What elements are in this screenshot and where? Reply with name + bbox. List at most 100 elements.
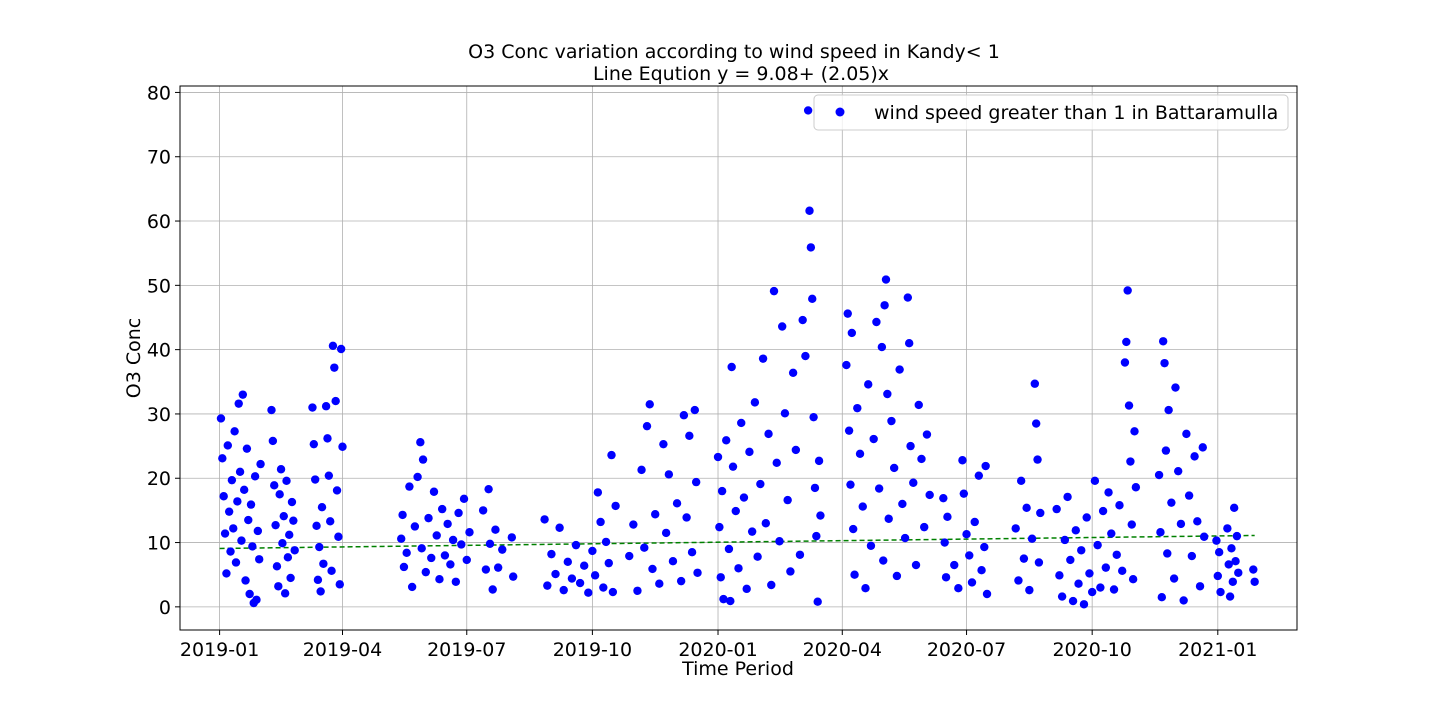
data-point [274,582,283,591]
data-point [801,351,810,361]
data-point [1096,583,1105,592]
data-point [900,533,910,543]
data-point [219,492,228,501]
data-point [861,584,870,593]
data-point [850,570,859,579]
data-point [884,514,893,523]
trend-line-layer [219,534,1255,550]
data-point [849,524,858,534]
data-point [229,524,238,533]
data-point [417,544,426,553]
data-point [484,484,493,494]
data-point [788,368,798,377]
data-point [319,559,328,568]
data-points [216,106,1259,609]
data-point [713,452,723,462]
data-point [498,545,507,554]
x-axis-ticks: 2019-01 2019-04 2019-07 2019-10 2020-01 2020-… [180,630,1257,661]
chart-subtitle: Line Eqution y = 9.08+ (2.05)x [593,63,889,85]
data-point [1019,554,1029,563]
data-point [769,286,779,296]
chart-title: O3 Conc variation according to wind spee… [468,41,1000,63]
data-point [286,573,295,583]
data-point [547,549,556,559]
data-point [398,510,407,520]
y-tick-label: 30 [147,404,171,426]
trend-line [219,534,1255,550]
data-point [448,535,458,545]
data-point [437,504,447,514]
data-point [280,589,290,598]
data-point [285,530,294,540]
data-point [855,449,865,459]
data-point [1127,520,1136,529]
data-point [1171,383,1180,392]
data-point [637,465,646,475]
data-point [864,380,873,389]
data-point [777,322,787,331]
x-tick-label: 2019-07 [427,639,506,661]
data-point [719,594,728,604]
x-tick-label: 2019-04 [303,639,382,661]
data-point [750,398,760,407]
data-point [224,507,234,516]
data-point [334,532,343,541]
data-point [1077,546,1086,555]
data-point [1025,585,1034,595]
data-point [1115,501,1124,510]
data-point [1066,555,1075,565]
data-point [238,390,248,399]
data-point [655,579,664,588]
data-point [853,403,862,413]
data-point [579,561,589,570]
data-point [308,403,317,412]
data-point [1098,506,1108,516]
data-point [1154,470,1164,480]
data-point [879,556,888,565]
data-point [268,436,278,446]
data-point [1161,446,1171,455]
data-point [1232,531,1242,541]
data-point [645,400,654,409]
data-point [332,486,342,495]
data-point [1033,455,1042,464]
data-point [803,106,813,115]
data-point [336,344,346,354]
data-point [1212,536,1221,545]
data-point [1213,571,1222,581]
data-point [1234,568,1243,577]
data-point [1225,592,1235,601]
data-point [1126,457,1135,466]
data-point [1109,585,1119,594]
data-point [889,463,899,473]
x-tick-label: 2020-04 [803,639,882,661]
data-point [780,409,790,418]
data-point [664,470,674,479]
data-point [231,558,241,567]
data-point [1071,526,1080,535]
data-point [887,416,896,426]
data-point [917,454,926,464]
data-point [1060,535,1070,545]
data-point [898,499,907,509]
data-point [962,529,971,539]
data-point [1068,596,1078,606]
data-point [1164,405,1173,415]
data-point [223,441,232,450]
data-point [1087,587,1097,597]
data-point [454,508,463,518]
data-point [685,431,694,441]
data-point [844,426,854,435]
data-point [813,597,822,606]
data-point [427,553,436,563]
legend-box [813,94,1289,131]
data-point [745,447,754,457]
data-point [559,585,568,595]
data-point [1249,565,1258,574]
data-point [1193,517,1202,526]
data-point [982,589,992,599]
data-point [883,389,892,399]
data-point [625,551,634,561]
data-point [816,511,825,520]
data-point [1160,358,1169,368]
